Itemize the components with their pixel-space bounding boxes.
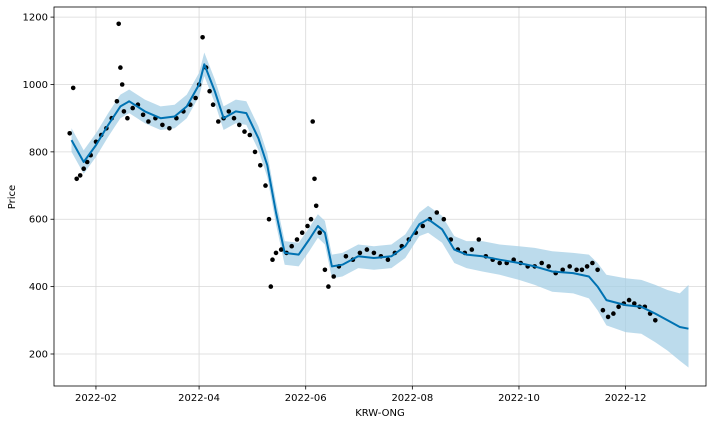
y-axis-label: Price (7, 185, 18, 209)
observed-point (441, 216, 447, 222)
observed-point (207, 88, 212, 94)
observed-point (539, 260, 544, 266)
observed-point (616, 304, 621, 310)
observed-point (270, 257, 275, 263)
observed-point (605, 314, 611, 320)
observed-point (114, 99, 120, 104)
observed-point (385, 257, 391, 263)
observed-point (116, 21, 121, 27)
x-axis-label: KRW-ONG (355, 408, 405, 419)
observed-point (511, 257, 516, 263)
observed-point (364, 247, 370, 252)
observed-point (434, 210, 440, 215)
observed-point (210, 102, 216, 107)
observed-point (160, 122, 165, 128)
observed-point (317, 230, 323, 235)
observed-point (81, 166, 86, 171)
observed-point (67, 131, 72, 136)
y-tick-label: 1200 (23, 13, 48, 24)
x-tick-label: 2022-08 (391, 393, 433, 404)
observed-point (74, 176, 79, 182)
x-tick-label: 2022-04 (178, 393, 220, 404)
observed-point (632, 301, 637, 306)
observed-point (258, 163, 263, 168)
observed-point (77, 173, 83, 178)
observed-point (584, 264, 590, 269)
observed-point (118, 65, 123, 70)
observed-point (469, 247, 475, 252)
observed-point (231, 115, 237, 121)
observed-point (312, 176, 317, 182)
observed-point (121, 109, 127, 114)
x-tick-label: 2022-06 (285, 393, 327, 404)
observed-point (125, 115, 130, 121)
observed-point (313, 203, 319, 209)
observed-point (567, 264, 572, 269)
observed-point (476, 237, 482, 242)
observed-point (268, 284, 274, 289)
x-tick-label: 2022-10 (498, 393, 540, 404)
observed-point (611, 311, 616, 316)
observed-point (331, 274, 337, 279)
observed-point (200, 35, 205, 40)
observed-point (130, 105, 135, 111)
grid-lines (54, 7, 706, 386)
observed-point (266, 216, 272, 222)
x-tick-label: 2022-12 (605, 393, 647, 404)
observed-point (237, 122, 242, 128)
observed-point (84, 159, 90, 165)
plot-frame (53, 6, 707, 387)
observed-point (326, 284, 331, 289)
observed-point (590, 260, 595, 266)
observed-point (242, 129, 247, 134)
forecast-line-layer (70, 63, 689, 330)
observed-point (252, 149, 258, 155)
observed-point (560, 267, 565, 273)
observed-point (322, 267, 328, 273)
observed-point (579, 267, 585, 273)
observed-point (546, 264, 551, 269)
y-axis-ticks: 200 400 600 800 1000 1200 (23, 13, 54, 360)
observed-point (299, 230, 305, 235)
observed-point (119, 82, 125, 87)
y-tick-label: 200 (29, 349, 48, 360)
y-tick-label: 1000 (23, 80, 48, 91)
observed-point (371, 250, 377, 256)
observed-point (574, 267, 579, 273)
observed-point (247, 132, 253, 138)
observed-point (600, 307, 606, 313)
y-tick-label: 800 (29, 147, 48, 158)
observed-point (226, 109, 232, 114)
observed-point (140, 112, 146, 118)
observed-point (146, 119, 151, 124)
forecast-line (70, 63, 689, 330)
observed-point (343, 253, 349, 259)
observed-point (308, 216, 314, 222)
observed-point (310, 119, 316, 124)
observed-point (167, 126, 172, 131)
observed-point (497, 260, 503, 266)
observed-point (626, 297, 632, 303)
observed-point (305, 223, 310, 229)
observed-point (278, 247, 284, 252)
observed-point (193, 95, 198, 101)
observed-point (289, 243, 295, 249)
observed-point (420, 223, 426, 229)
x-tick-label: 2022-02 (75, 393, 117, 404)
observed-points-layer (67, 21, 658, 323)
observed-point (595, 267, 600, 273)
observed-point (653, 318, 658, 323)
observed-point (294, 237, 300, 242)
x-axis-ticks: 2022-02 2022-04 2022-06 2022-08 2022-10 2022-… (75, 386, 646, 404)
y-tick-label: 600 (29, 215, 48, 226)
observed-point (216, 119, 221, 124)
observed-point (273, 250, 279, 256)
observed-point (357, 250, 363, 256)
y-tick-label: 400 (29, 282, 48, 293)
observed-point (70, 85, 76, 91)
observed-point (263, 183, 268, 188)
